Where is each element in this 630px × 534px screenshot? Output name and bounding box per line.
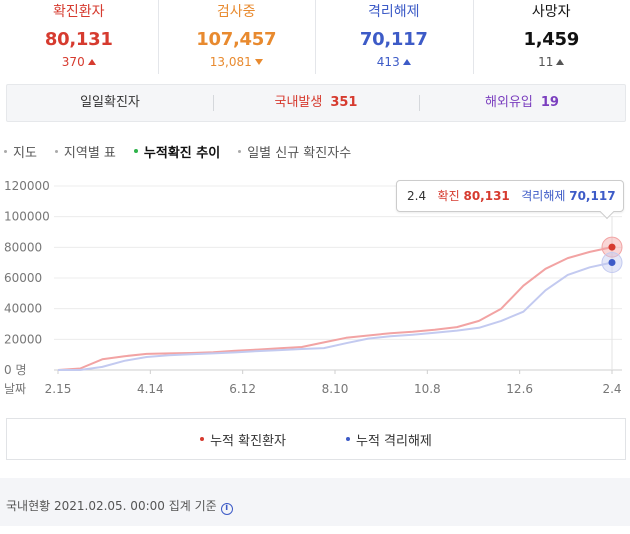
- x-axis-label: 날짜: [4, 382, 26, 396]
- info-icon[interactable]: i: [221, 503, 233, 515]
- domestic-value: 351: [330, 95, 357, 110]
- x-tick-label: 2.4: [602, 382, 621, 396]
- stat-change-value: 413: [377, 55, 400, 69]
- bullet-icon: [238, 150, 241, 153]
- stat-change: 11: [473, 54, 630, 70]
- chart-markers: [602, 216, 622, 370]
- overseas-value: 19: [541, 95, 559, 110]
- endpoint-dot: [609, 259, 616, 266]
- stat-released: 격리해제 70,117 413: [315, 0, 473, 74]
- y-tick-label: 120000: [4, 179, 50, 193]
- stat-change: 13,081: [158, 54, 316, 70]
- red-dot-icon: [200, 437, 204, 441]
- daily-confirmed-label: 일일확진자: [80, 95, 140, 110]
- x-tick-label: 10.8: [414, 382, 441, 396]
- y-tick-label: 100000: [4, 210, 50, 224]
- y-tick-label: 80000: [4, 240, 42, 254]
- footer: 국내현황 2021.02.05. 00:00 집계 기준 i: [0, 478, 630, 526]
- tab-cumulative-trend[interactable]: 누적확진 추이: [134, 141, 220, 161]
- x-axis-ticks: 날짜 2.15 4.14 6.12 8.10 10.8 12.6 2.4: [4, 370, 622, 396]
- overseas-cell: 해외유입 19: [419, 84, 625, 122]
- x-tick-label: 6.12: [229, 382, 256, 396]
- stat-change-value: 13,081: [210, 55, 252, 69]
- blue-dot-icon: [346, 437, 350, 441]
- chart-legend: 누적 확진환자 누적 격리해제: [6, 418, 626, 460]
- daily-breakdown: 일일확진자 국내발생 351 해외유입 19: [6, 84, 626, 122]
- y-tick-label: 0 명: [4, 363, 27, 377]
- stat-change: 413: [315, 54, 473, 70]
- stat-confirmed: 확진환자 80,131 370: [0, 0, 158, 74]
- tab-label: 지도: [13, 142, 37, 161]
- daily-confirmed-label-cell: 일일확진자: [7, 84, 213, 122]
- stat-value: 70,117: [315, 28, 473, 52]
- endpoint-dot: [609, 244, 616, 251]
- bullet-icon: [134, 149, 138, 153]
- stat-label: 사망자: [473, 3, 630, 22]
- arrow-up-icon: [88, 59, 96, 65]
- arrow-down-icon: [255, 59, 263, 65]
- tab-daily-new[interactable]: 일별 신규 확진자수: [238, 141, 351, 161]
- stat-value: 80,131: [0, 28, 158, 52]
- domestic-cell: 국내발생 351: [213, 84, 419, 122]
- legend-label: 누적 확진환자: [210, 430, 286, 449]
- stat-value: 107,457: [158, 28, 316, 52]
- tooltip-released-value: 70,117: [569, 189, 615, 203]
- stat-label: 격리해제: [315, 3, 473, 22]
- tooltip-date: 2.4: [407, 189, 426, 203]
- stat-deaths: 사망자 1,459 11: [473, 0, 630, 74]
- y-tick-label: 60000: [4, 271, 42, 285]
- domestic-label: 국내발생: [275, 95, 323, 110]
- stat-change: 370: [0, 54, 158, 70]
- bullet-icon: [55, 150, 58, 153]
- tab-map[interactable]: 지도: [4, 141, 37, 161]
- tooltip-confirmed-label: 확진: [438, 189, 460, 203]
- tab-label: 지역별 표: [64, 142, 116, 161]
- arrow-up-icon: [403, 59, 411, 65]
- chart-tooltip: 2.4 확진 80,131 격리해제 70,117: [396, 180, 624, 212]
- y-axis-ticks: 0 명 20000 40000 60000 80000 100000 120000: [4, 179, 50, 377]
- y-tick-label: 40000: [4, 302, 42, 316]
- tab-region-table[interactable]: 지역별 표: [55, 141, 116, 161]
- stat-value: 1,459: [473, 28, 630, 52]
- x-tick-label: 8.10: [322, 382, 349, 396]
- stat-change-value: 370: [62, 55, 85, 69]
- stat-testing: 검사중 107,457 13,081: [158, 0, 316, 74]
- stat-label: 확진환자: [0, 3, 158, 22]
- stat-change-value: 11: [538, 55, 553, 69]
- bullet-icon: [4, 150, 7, 153]
- legend-item-confirmed[interactable]: 누적 확진환자: [200, 430, 286, 449]
- y-tick-label: 20000: [4, 332, 42, 346]
- chart-grid: [54, 186, 622, 370]
- x-tick-label: 2.15: [45, 382, 72, 396]
- footer-text: 국내현황 2021.02.05. 00:00 집계 기준: [6, 499, 217, 513]
- tooltip-released-label: 격리해제: [521, 189, 565, 203]
- legend-label: 누적 격리해제: [356, 430, 432, 449]
- x-tick-label: 4.14: [137, 382, 164, 396]
- view-tabs: 지도 지역별 표 누적확진 추이 일별 신규 확진자수: [0, 141, 365, 161]
- overseas-label: 해외유입: [485, 95, 533, 110]
- legend-item-released[interactable]: 누적 격리해제: [346, 430, 432, 449]
- tooltip-confirmed-value: 80,131: [463, 189, 509, 203]
- arrow-up-icon: [556, 59, 564, 65]
- stat-label: 검사중: [158, 3, 316, 22]
- tab-label: 일별 신규 확진자수: [247, 142, 351, 161]
- stats-row: 확진환자 80,131 370 검사중 107,457 13,081 격리해제 …: [0, 0, 630, 74]
- tab-label: 누적확진 추이: [144, 142, 220, 161]
- x-tick-label: 12.6: [506, 382, 533, 396]
